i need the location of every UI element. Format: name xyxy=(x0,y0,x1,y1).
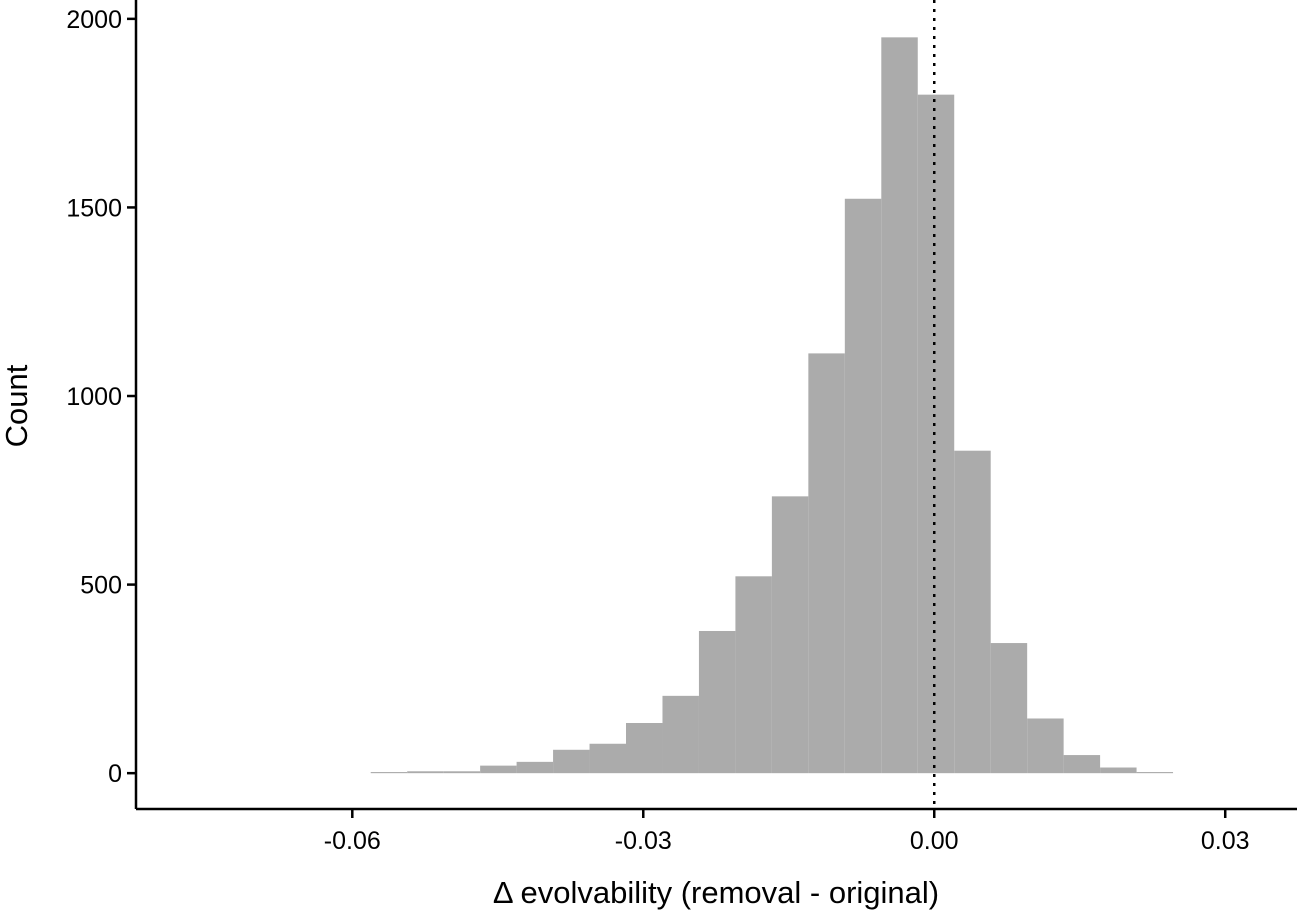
y-axis-title: Count xyxy=(0,364,34,447)
histogram-bar xyxy=(626,723,663,774)
x-tick-label: -0.06 xyxy=(324,827,381,855)
x-tick-label: 0.03 xyxy=(1201,827,1250,855)
histogram-bar xyxy=(480,765,517,774)
histogram-bar xyxy=(917,94,955,774)
histogram-bar xyxy=(516,761,554,774)
histogram-bar xyxy=(553,749,590,774)
histogram-bar xyxy=(443,771,481,774)
histogram-bar xyxy=(1136,772,1174,774)
histogram-bar xyxy=(589,743,627,774)
y-tick-label: 1000 xyxy=(66,383,122,411)
histogram-bar xyxy=(407,771,444,774)
histogram-bar xyxy=(1027,718,1064,774)
histogram-bars xyxy=(370,37,1174,774)
y-tick-label: 0 xyxy=(108,760,122,788)
histogram-bar xyxy=(662,695,699,774)
x-axis-title: Δ evolvability (removal - original) xyxy=(493,875,939,910)
x-tick-label: -0.03 xyxy=(615,827,672,855)
x-tick-label: 0.00 xyxy=(910,827,959,855)
histogram-bar xyxy=(990,643,1028,774)
histogram-bar xyxy=(370,772,408,774)
histogram-bar xyxy=(844,198,882,774)
histogram-bar xyxy=(1100,767,1137,774)
histogram-bar xyxy=(771,496,809,774)
histogram-bar xyxy=(881,37,918,774)
histogram-bar xyxy=(954,450,991,774)
histogram-bar xyxy=(808,353,845,774)
y-tick-label: 1500 xyxy=(66,194,122,222)
histogram-bar xyxy=(735,576,772,774)
x-axis-ticks: -0.06 -0.03 0.00 0.03 xyxy=(324,809,1250,855)
y-tick-label: 500 xyxy=(80,572,122,600)
histogram-bar xyxy=(698,630,736,774)
histogram-bar xyxy=(1063,755,1101,774)
y-tick-label: 2000 xyxy=(66,6,122,34)
y-axis-ticks: 0 500 1000 1500 2000 xyxy=(66,6,136,788)
